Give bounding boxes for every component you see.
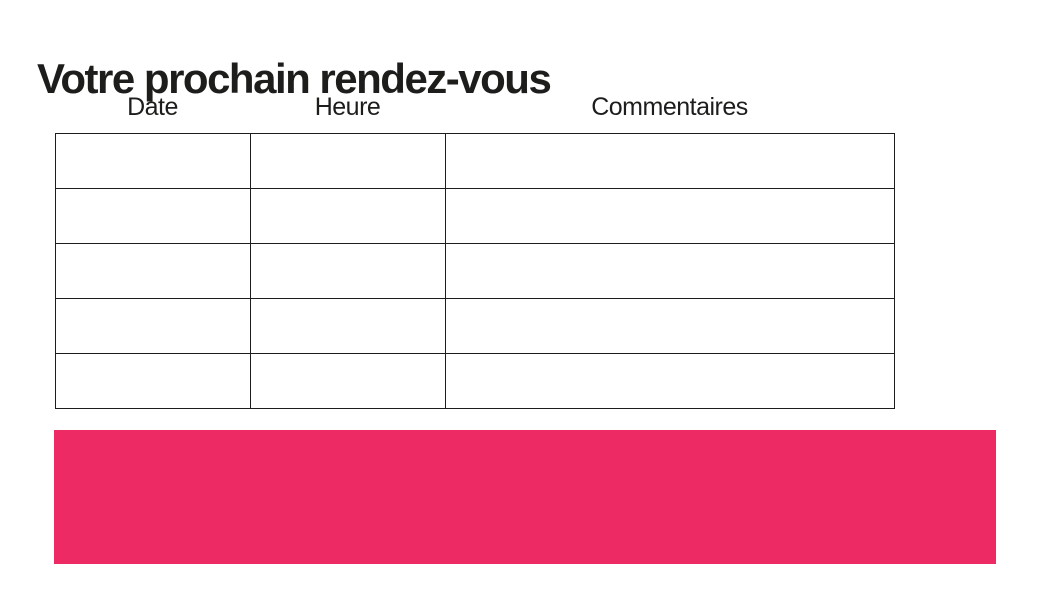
highlight-band — [54, 430, 996, 564]
cell-date — [55, 188, 251, 244]
cell-commentaires — [445, 188, 895, 244]
appointments-table-body — [55, 133, 895, 409]
cell-heure — [250, 188, 446, 244]
appointments-table — [55, 133, 895, 409]
cell-commentaires — [445, 133, 895, 189]
column-header-commentaires: Commentaires — [591, 93, 748, 121]
table-row — [55, 243, 895, 299]
cell-date — [55, 243, 251, 299]
cell-date — [55, 353, 251, 409]
cell-heure — [250, 133, 446, 189]
column-header-date: Date — [127, 93, 178, 121]
cell-heure — [250, 243, 446, 299]
table-row — [55, 298, 895, 354]
cell-commentaires — [445, 243, 895, 299]
table-row — [55, 353, 895, 409]
cell-commentaires — [445, 298, 895, 354]
page-title: Votre prochain rendez-vous — [37, 55, 552, 103]
table-header-row: Date Heure Commentaires — [55, 93, 894, 122]
cell-heure — [250, 353, 446, 409]
table-row — [55, 188, 895, 244]
cell-commentaires — [445, 353, 895, 409]
cell-date — [55, 298, 251, 354]
column-header-heure: Heure — [314, 93, 381, 121]
cell-heure — [250, 298, 446, 354]
table-row — [55, 133, 895, 189]
cell-date — [55, 133, 251, 189]
